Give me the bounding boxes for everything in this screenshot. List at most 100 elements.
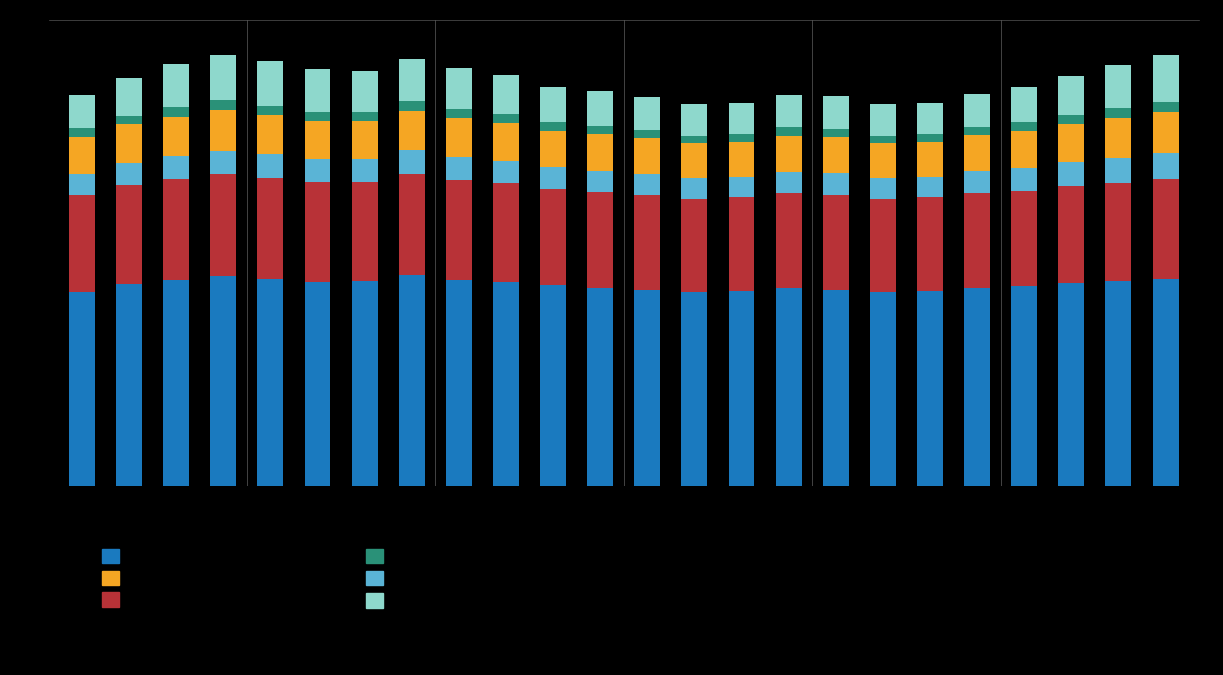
Bar [587,192,613,288]
Bar [1152,153,1179,179]
Bar [1011,131,1037,168]
Bar [541,167,566,189]
Bar [775,128,801,136]
Bar [729,134,755,142]
Bar [1058,76,1085,115]
Bar [493,161,519,183]
Bar [210,100,236,110]
Bar [116,124,142,163]
Bar [587,288,613,486]
Bar [399,275,424,486]
Bar [775,95,801,128]
Bar [964,94,991,127]
Bar [587,134,613,171]
Bar [210,55,236,100]
Bar [870,143,895,178]
Bar [163,179,190,279]
Bar [446,118,472,157]
Bar [163,64,190,107]
Bar [446,180,472,279]
Bar [1058,162,1085,186]
Bar [681,199,707,292]
Bar [399,101,424,111]
Bar [775,288,801,486]
Bar [541,286,566,486]
Bar [446,109,472,118]
Bar [305,69,330,112]
Bar [729,177,755,197]
Bar [68,128,95,136]
Bar [210,174,236,277]
Bar [635,130,660,138]
Bar [1011,87,1037,122]
Bar [870,178,895,199]
Bar [446,279,472,486]
Bar [399,174,424,275]
Bar [116,115,142,124]
Bar [917,177,943,197]
Bar [305,112,330,122]
Bar [587,91,613,126]
Bar [446,68,472,109]
Bar [1106,118,1131,158]
Bar [775,136,801,171]
Bar [1106,183,1131,281]
Bar [964,192,991,288]
Bar [541,87,566,122]
Bar [68,95,95,128]
Bar [116,186,142,284]
Bar [163,156,190,179]
Bar [823,195,849,290]
Bar [917,103,943,134]
Bar [1152,112,1179,153]
Bar [116,284,142,486]
Bar [587,171,613,192]
Bar [964,171,991,192]
Bar [1152,279,1179,486]
Bar [681,178,707,199]
Bar [399,111,424,150]
Bar [257,61,284,105]
Bar [257,155,284,178]
Bar [493,123,519,161]
Bar [917,134,943,142]
Bar [1011,168,1037,191]
Bar [823,173,849,195]
Bar [163,107,190,117]
Bar [870,136,895,143]
Bar [210,151,236,174]
Bar [775,171,801,193]
Bar [1011,191,1037,286]
Bar [210,277,236,486]
Bar [1058,283,1085,486]
Bar [1011,122,1037,131]
Bar [1011,286,1037,486]
Bar [917,142,943,177]
Bar [210,110,236,151]
Bar [116,163,142,186]
Bar [635,97,660,130]
Bar [870,199,895,292]
Bar [917,197,943,291]
Bar [68,292,95,486]
Bar [68,174,95,196]
Bar [1152,179,1179,279]
Bar [681,143,707,178]
Bar [116,78,142,115]
Bar [305,282,330,486]
Bar [729,142,755,177]
Bar [729,103,755,134]
Bar [729,197,755,291]
Bar [257,279,284,486]
Bar [446,157,472,180]
Bar [257,178,284,279]
Bar [964,288,991,486]
Bar [352,182,378,281]
Bar [823,97,849,129]
Bar [1106,281,1131,486]
Bar [729,291,755,486]
Bar [399,150,424,174]
Bar [541,189,566,286]
Bar [257,105,284,115]
Bar [681,292,707,486]
